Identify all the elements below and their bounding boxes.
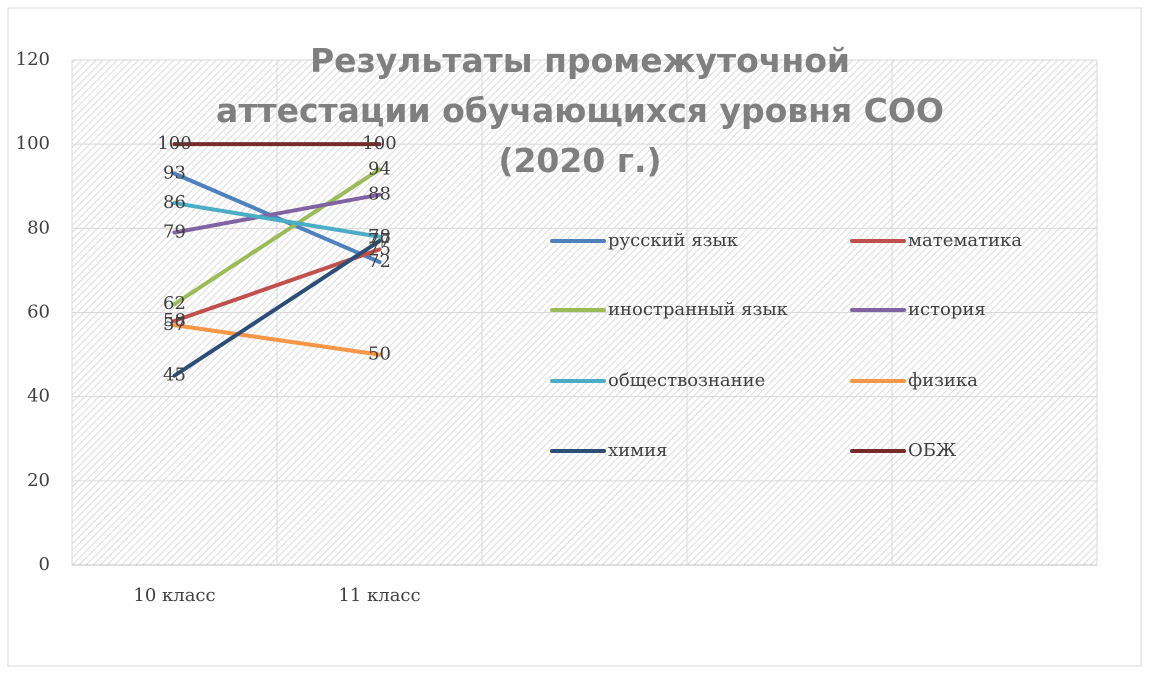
series-line	[172, 167, 382, 307]
y-tick-label: 0	[39, 554, 50, 575]
legend-label: химия	[608, 440, 668, 461]
y-tick-label: 40	[27, 386, 50, 407]
chart-title: Результаты промежуточной аттестации обуч…	[216, 41, 944, 180]
series-line	[172, 238, 382, 378]
legend-label: ОБЖ	[908, 440, 957, 461]
legend-label: русский язык	[608, 230, 739, 251]
data-label: 88	[368, 184, 391, 205]
y-tick-label: 20	[27, 470, 50, 491]
y-tick-label: 80	[27, 217, 50, 238]
series-line	[172, 192, 382, 235]
legend-label: математика	[908, 230, 1022, 251]
y-tick-label: 120	[16, 49, 50, 70]
series-line	[172, 323, 382, 357]
data-label: 77	[368, 230, 391, 251]
legend-label: история	[908, 299, 986, 320]
legend-label: физика	[908, 370, 978, 391]
legend-label: обществознание	[608, 370, 765, 391]
data-label: 78	[368, 226, 391, 247]
data-label: 100	[157, 133, 191, 154]
y-tick-label: 60	[27, 302, 50, 323]
data-label: 86	[163, 192, 186, 213]
legend-label: иностранный язык	[608, 299, 789, 320]
data-label: 79	[163, 222, 186, 243]
data-label: 72	[368, 251, 391, 272]
data-label: 57	[163, 314, 186, 335]
data-label: 62	[163, 293, 186, 314]
data-label: 93	[163, 163, 186, 184]
series-line	[172, 171, 382, 264]
data-label: 94	[368, 158, 391, 179]
data-label: 58	[163, 310, 186, 331]
series-line	[172, 201, 382, 239]
data-label: 100	[362, 133, 396, 154]
data-label: 50	[368, 344, 391, 365]
data-label: 45	[163, 365, 186, 386]
y-tick-label: 100	[16, 133, 50, 154]
x-tick-label: 11 класс	[338, 585, 420, 606]
data-label: 75	[368, 238, 391, 259]
x-tick-label: 10 класс	[133, 585, 215, 606]
